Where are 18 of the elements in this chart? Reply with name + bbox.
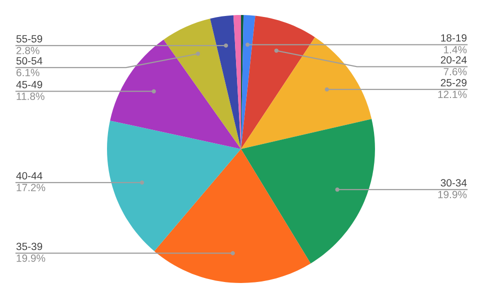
data-label: 17.2% bbox=[16, 184, 46, 192]
slice-label: 50-54 bbox=[16, 57, 42, 65]
slice-label: 30-34 bbox=[440, 179, 467, 187]
slice-label: 35-39 bbox=[16, 242, 42, 250]
data-label: 19.9% bbox=[16, 254, 46, 262]
slice-label: 20-24 bbox=[440, 56, 467, 64]
slice-label: 40-44 bbox=[16, 172, 42, 180]
data-label: 2.8% bbox=[16, 46, 40, 54]
slice-label: 55-59 bbox=[16, 35, 42, 43]
slice-label: 18-19 bbox=[441, 34, 467, 42]
data-label: 11.8% bbox=[16, 92, 44, 100]
slice-label: 25-29 bbox=[440, 79, 467, 86]
data-label: 6.1% bbox=[16, 68, 40, 76]
data-label: 1.4% bbox=[444, 46, 467, 54]
data-label: 7.6% bbox=[444, 68, 467, 76]
data-label: 19.9% bbox=[438, 190, 467, 198]
data-label: 12.1% bbox=[438, 90, 467, 98]
slice-label: 45-49 bbox=[16, 80, 42, 88]
